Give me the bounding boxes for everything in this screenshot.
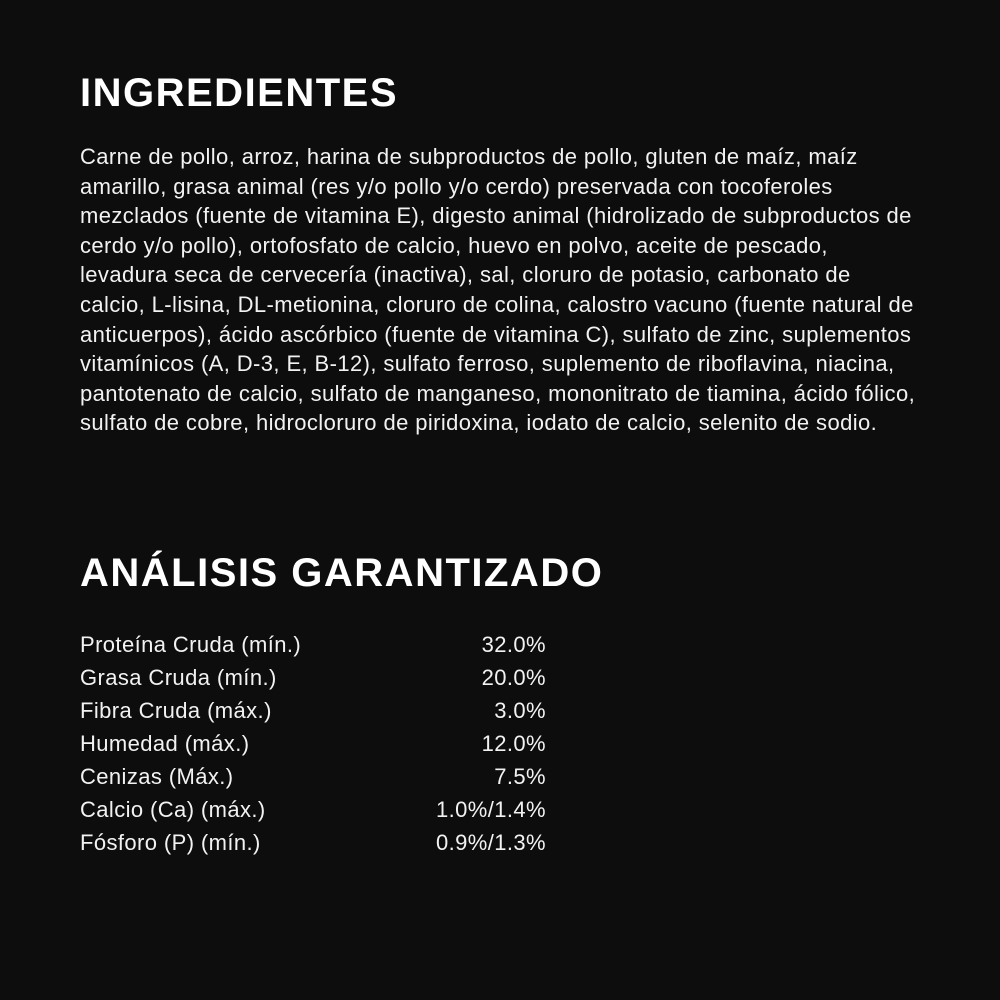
analysis-table-row: Humedad (máx.) 12.0% [80, 727, 546, 760]
guaranteed-analysis-heading: ANÁLISIS GARANTIZADO [80, 550, 604, 595]
analysis-row-label: Cenizas (Máx.) [80, 763, 234, 789]
analysis-row-value: 1.0%/1.4% [435, 796, 546, 822]
analysis-row-label: Calcio (Ca) (máx.) [80, 796, 266, 822]
analysis-row-value: 3.0% [494, 697, 546, 723]
analysis-row-value: 32.0% [481, 631, 546, 657]
guaranteed-analysis-table: Proteína Cruda (mín.) 32.0% Grasa Cruda … [80, 628, 546, 859]
analysis-row-label: Fósforo (P) (mín.) [80, 829, 261, 855]
analysis-row-value: 12.0% [481, 730, 546, 756]
analysis-row-value: 0.9%/1.3% [435, 829, 546, 855]
analysis-table-row: Grasa Cruda (mín.) 20.0% [80, 661, 546, 694]
analysis-row-label: Proteína Cruda (mín.) [80, 631, 302, 657]
analysis-row-label: Fibra Cruda (máx.) [80, 697, 272, 723]
analysis-table-row: Proteína Cruda (mín.) 32.0% [80, 628, 546, 661]
analysis-table-row: Fósforo (P) (mín.) 0.9%/1.3% [80, 826, 546, 859]
analysis-row-value: 7.5% [494, 763, 546, 789]
analysis-row-label: Grasa Cruda (mín.) [80, 664, 277, 690]
ingredients-heading: INGREDIENTES [80, 71, 399, 115]
ingredients-section: INGREDIENTES Carne de pollo, arroz, hari… [80, 70, 920, 438]
ingredients-paragraph: Carne de pollo, arroz, harina de subprod… [80, 144, 916, 436]
analysis-table-row: Fibra Cruda (máx.) 3.0% [80, 694, 546, 727]
analysis-row-label: Humedad (máx.) [80, 730, 250, 756]
analysis-row-value: 20.0% [481, 664, 546, 690]
analysis-table-row: Cenizas (Máx.) 7.5% [80, 760, 546, 793]
analysis-table-row: Calcio (Ca) (máx.) 1.0%/1.4% [80, 793, 546, 826]
guaranteed-analysis-section: ANÁLISIS GARANTIZADO Proteína Cruda (mín… [80, 550, 920, 859]
